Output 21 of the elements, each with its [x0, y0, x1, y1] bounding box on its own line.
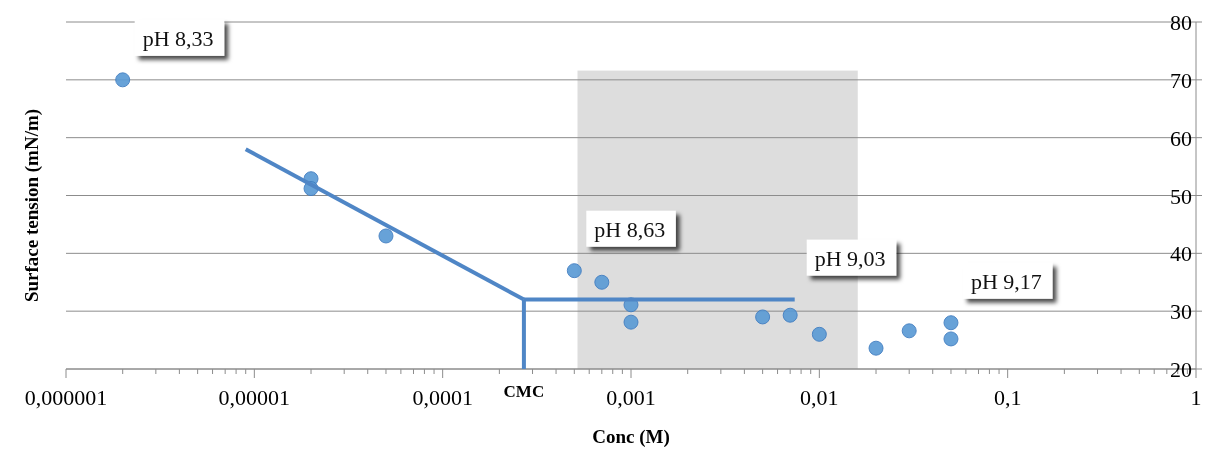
y-tick-label: 20: [1170, 357, 1192, 382]
annotation: pH 9,17: [970, 268, 1042, 294]
y-tick-label: 70: [1170, 67, 1192, 93]
y-tick-label: 30: [1170, 299, 1192, 325]
x-tick-label: 0,00001: [218, 385, 291, 410]
annotation: pH 8,63: [594, 216, 666, 242]
x-tick-label: 0,000001: [24, 385, 108, 410]
x-axis-title: Conc (M): [592, 426, 670, 448]
y-tick-label: 50: [1170, 183, 1192, 209]
x-tick-label: 0,0001: [412, 385, 473, 410]
x-tick-label: 0,1: [993, 385, 1022, 410]
text: CMC: [503, 382, 545, 401]
annotation: pH 9,03: [814, 245, 886, 271]
y-tick-label: 60: [1170, 125, 1192, 151]
x-tick-label: 0,001: [606, 385, 656, 410]
y-axis-title: Surface tension (mN/m): [21, 108, 43, 303]
annotation: pH 8,33: [142, 25, 214, 51]
y-tick-label: 80: [1170, 10, 1192, 35]
x-tick-label: 0,01: [800, 385, 839, 410]
y-tick-label: 40: [1170, 241, 1192, 267]
x-tick-label: 1: [1190, 385, 1202, 410]
